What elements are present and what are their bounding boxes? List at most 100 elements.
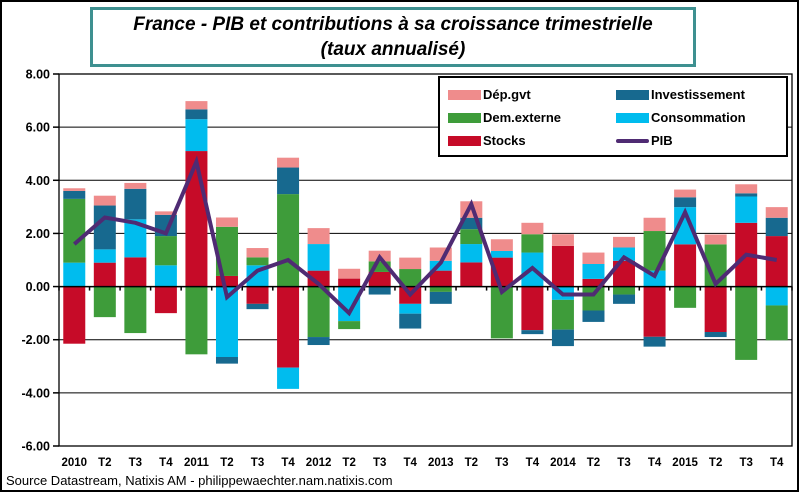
legend-item-consommation: Consommation	[616, 106, 786, 129]
bar-segment-consommation	[338, 286, 361, 322]
bar-segment-stocks	[338, 278, 361, 287]
bar-segment-dem-externe	[277, 194, 300, 287]
bar-segment-dem-externe	[307, 286, 330, 338]
x-axis-tick-label: T4	[404, 457, 418, 469]
bar-segment-d-p-gvt	[704, 234, 727, 245]
x-axis-tick-label: 2012	[306, 457, 332, 469]
bar-segment-d-p-gvt	[185, 101, 208, 110]
x-axis-tick-label: T4	[281, 457, 295, 469]
legend-color-swatch-dem-externe	[448, 112, 481, 123]
legend-label: Investissement	[651, 87, 745, 102]
x-axis-tick-label: 2015	[672, 457, 698, 469]
bar-segment-investissement	[674, 197, 697, 208]
legend-line-swatch-pib	[616, 138, 649, 143]
bar-segment-dem-externe	[185, 286, 208, 355]
bar-segment-stocks	[551, 245, 574, 287]
bar-segment-stocks	[582, 278, 605, 287]
bar-segment-d-p-gvt	[246, 248, 269, 258]
bar-segment-dem-externe	[63, 198, 86, 263]
bar-segment-d-p-gvt	[399, 257, 422, 270]
bar-segment-consommation	[735, 196, 758, 223]
y-axis-tick-label: -4.00	[22, 386, 51, 400]
source-note: Source Datastream, Natixis AM - philippe…	[6, 473, 393, 488]
x-axis-tick-label: T3	[739, 457, 752, 469]
bar-segment-dem-externe	[215, 226, 238, 276]
bar-segment-dem-externe	[124, 286, 147, 334]
bar-segment-stocks	[521, 286, 544, 331]
bar-segment-stocks	[277, 286, 300, 368]
bar-segment-consommation	[674, 207, 697, 245]
legend-color-swatch-consommation	[616, 112, 649, 123]
y-axis-tick-label: -6.00	[22, 440, 51, 454]
legend-label: PIB	[651, 133, 673, 148]
x-axis-tick-label: T2	[587, 457, 600, 469]
bar-segment-stocks	[154, 286, 177, 314]
y-axis-tick-label: 6.00	[26, 121, 50, 135]
bar-segment-stocks	[674, 244, 697, 287]
bar-segment-consommation	[63, 262, 86, 287]
bar-segment-investissement	[551, 329, 574, 347]
bar-segment-stocks	[613, 260, 636, 287]
legend-color-swatch-investissement	[616, 89, 649, 100]
bar-segment-d-p-gvt	[551, 234, 574, 246]
bar-segment-consommation	[185, 119, 208, 152]
plot-border	[58, 73, 793, 447]
bar-segment-consommation	[124, 219, 147, 258]
bar-segment-dem-externe	[460, 229, 483, 245]
bar-segment-stocks	[215, 275, 238, 287]
x-axis-tick-label: T3	[129, 457, 142, 469]
bar-segment-stocks	[643, 286, 666, 337]
bar-segment-investissement	[460, 217, 483, 230]
x-axis-tick-label: T4	[648, 457, 662, 469]
x-axis-tick-label: 2013	[428, 457, 454, 469]
bar-segment-d-p-gvt	[277, 157, 300, 168]
bar-segment-stocks	[93, 262, 116, 287]
x-axis-tick-label: T3	[617, 457, 630, 469]
bar-segment-d-p-gvt	[490, 239, 513, 251]
bar-segment-consommation	[154, 265, 177, 287]
bar-segment-investissement	[246, 303, 269, 310]
x-axis-tick-label: T2	[465, 457, 478, 469]
bar-segment-dem-externe	[246, 257, 269, 266]
bar-segment-consommation	[765, 286, 788, 306]
bar-segment-dem-externe	[582, 286, 605, 311]
bar-segment-dem-externe	[613, 286, 636, 295]
bar-segment-dem-externe	[643, 231, 666, 271]
bar-segment-consommation	[307, 244, 330, 271]
bar-segment-investissement	[643, 336, 666, 347]
bar-segment-dem-externe	[154, 236, 177, 266]
x-axis-tick-label: T2	[342, 457, 355, 469]
legend-label: Consommation	[651, 110, 746, 125]
x-axis-tick-label: T2	[220, 457, 233, 469]
bar-segment-dem-externe	[429, 286, 452, 292]
bar-segment-d-p-gvt	[613, 236, 636, 248]
bar-segment-stocks	[368, 271, 391, 287]
bar-segment-consommation	[215, 286, 238, 357]
chart-title-line2: (taux annualisé)	[320, 39, 466, 60]
bar-segment-dem-externe	[521, 234, 544, 253]
bar-segment-d-p-gvt	[338, 268, 361, 279]
bar-segment-investissement	[429, 291, 452, 304]
bar-segment-consommation	[582, 263, 605, 279]
x-axis-tick-label: 2010	[61, 457, 87, 469]
bar-segment-dem-externe	[765, 305, 788, 341]
bar-segment-investissement	[307, 337, 330, 346]
legend-label: Stocks	[483, 133, 526, 148]
bar-segment-stocks	[307, 270, 330, 287]
legend-item-dem-externe: Dem.externe	[448, 106, 616, 129]
bar-segment-dem-externe	[551, 299, 574, 330]
x-axis-tick-label: T2	[709, 457, 722, 469]
bar-segment-dem-externe	[399, 269, 422, 287]
bar-segment-d-p-gvt	[154, 211, 177, 215]
bar-segment-consommation	[277, 367, 300, 389]
bar-segment-investissement	[613, 294, 636, 304]
legend: Dép.gvt Dem.externe Stocks Investissement Co…	[438, 76, 788, 157]
bar-segment-investissement	[368, 286, 391, 295]
y-axis-tick-label: -2.00	[22, 333, 51, 347]
bar-segment-stocks	[185, 151, 208, 287]
bar-segment-stocks	[460, 262, 483, 287]
chart-title-line1: France - PIB et contributions à sa crois…	[133, 13, 653, 35]
pib-line	[72, 155, 778, 317]
bar-segment-stocks	[429, 270, 452, 287]
legend-color-swatch-d-p-gvt	[448, 89, 481, 100]
